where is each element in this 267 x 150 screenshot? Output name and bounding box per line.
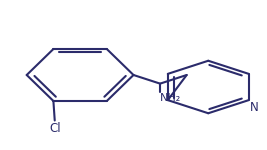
Text: NH₂: NH₂ — [160, 93, 181, 103]
Text: Cl: Cl — [49, 122, 61, 135]
Text: N: N — [250, 101, 259, 114]
